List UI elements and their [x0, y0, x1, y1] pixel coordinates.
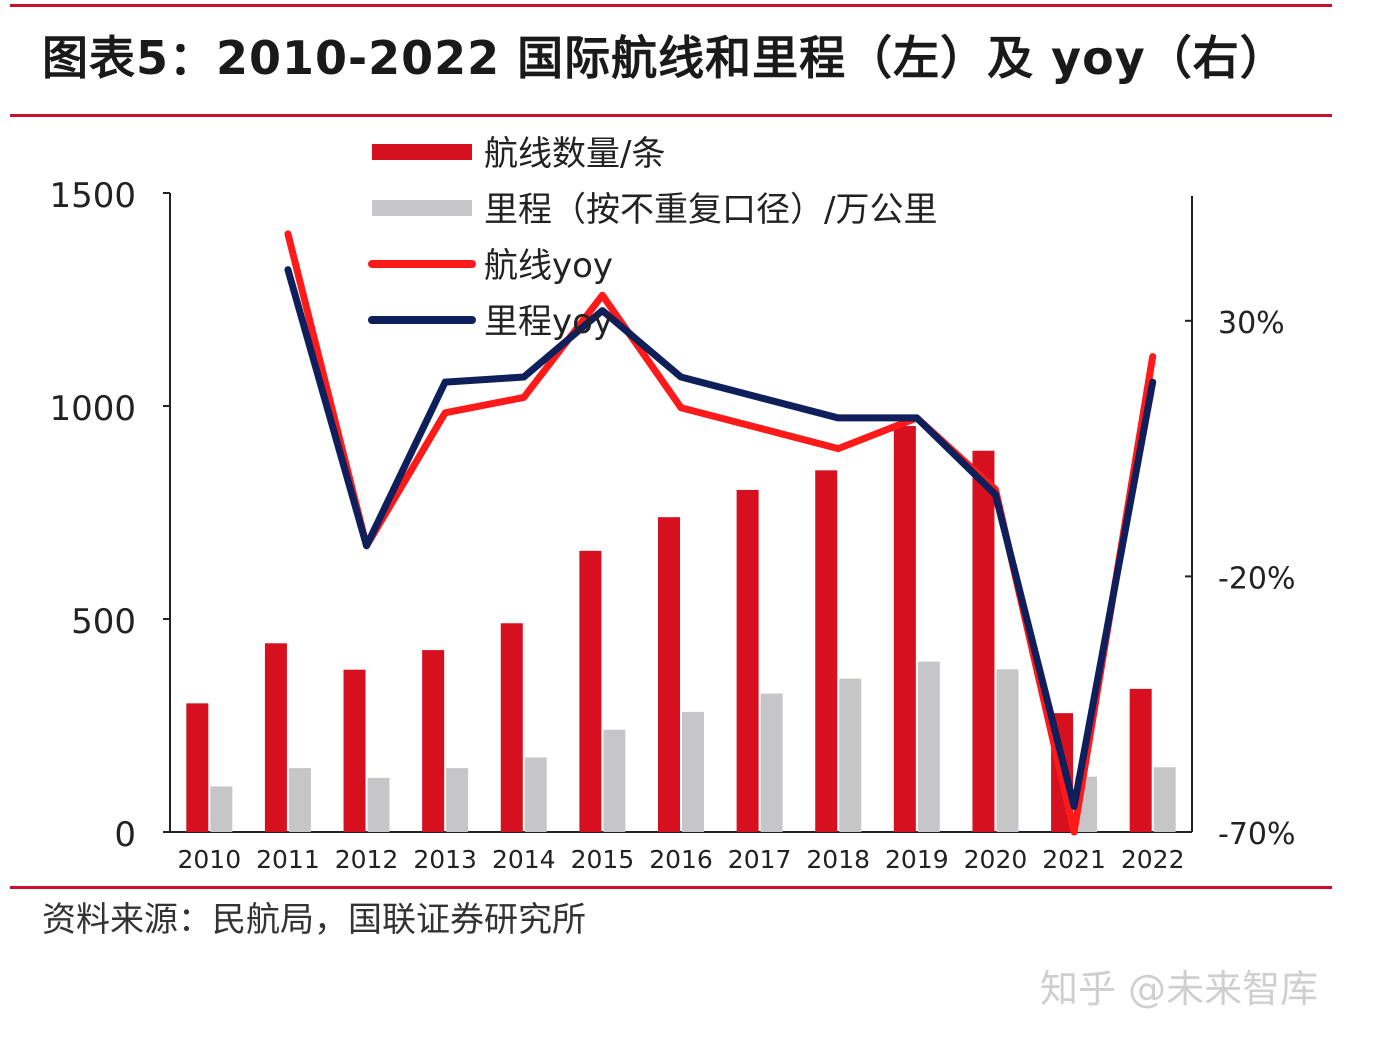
right-tick-label: -20%: [1218, 561, 1296, 596]
routes-bar: [815, 470, 838, 832]
x-tick-label: 2013: [413, 845, 477, 874]
right-tick-label: 30%: [1218, 306, 1285, 341]
legend-label: 里程（按不重复口径）/万公里: [484, 190, 937, 230]
source-note: 资料来源：民航局，国联证券研究所: [42, 900, 586, 940]
x-tick-label: 2015: [571, 845, 635, 874]
mileage-bar: [1153, 767, 1176, 832]
mileage-yoy-line: [284, 266, 1157, 810]
routes-bar: [736, 489, 759, 832]
mileage-bar: [524, 757, 547, 832]
watermark: 知乎 @未来智库: [1040, 967, 1319, 1011]
routes-bar: [1129, 688, 1152, 832]
mileage-bar: [446, 768, 469, 832]
mileage-bar: [839, 678, 862, 832]
mileage-bar: [760, 693, 783, 832]
x-tick-label: 2011: [256, 845, 320, 874]
title-top-rule: [10, 4, 1332, 7]
legend-swatch: [372, 144, 472, 160]
routes-bar: [658, 517, 680, 832]
lines: [284, 230, 1157, 836]
x-tick-label: 2021: [1042, 845, 1106, 874]
x-tick-label: 2017: [728, 845, 792, 874]
x-tick-label: 2016: [649, 845, 713, 874]
legend-swatch: [372, 200, 472, 216]
routes-bar: [579, 550, 602, 832]
mileage-bar: [603, 729, 626, 832]
source-top-rule: [10, 886, 1332, 889]
mileage-bar: [210, 786, 233, 832]
x-tick-label: 2014: [492, 845, 556, 874]
legend-label: 航线yoy: [484, 246, 613, 286]
x-tick-label: 2018: [806, 845, 870, 874]
axes: 0 500 1000 1500 30% -20% -70% 2010 2011 2012 2013 2…: [49, 176, 1295, 874]
routes-bar: [972, 450, 995, 832]
routes-bar: [500, 623, 523, 832]
mileage-bar: [996, 669, 1019, 832]
mileage-bar: [917, 661, 940, 832]
legend-label: 航线数量/条: [484, 134, 665, 174]
right-tick-label: -70%: [1218, 817, 1296, 852]
bars: [186, 426, 1176, 832]
legend-label: 里程yoy: [484, 302, 613, 342]
mileage-bar: [682, 711, 704, 832]
x-tick-label: 2020: [964, 845, 1028, 874]
left-tick-label: 1500: [49, 176, 136, 216]
routes-bar: [422, 650, 445, 832]
x-tick-label: 2010: [177, 845, 241, 874]
routes-bar: [343, 669, 366, 832]
x-tick-label: 2012: [335, 845, 399, 874]
routes-bar: [186, 703, 209, 832]
title-bottom-rule: [10, 114, 1332, 117]
x-tick-label: 2022: [1121, 845, 1185, 874]
left-tick-label: 500: [71, 602, 136, 642]
left-tick-label: 0: [114, 815, 136, 855]
mileage-bar: [367, 777, 390, 832]
mileage-bar: [288, 768, 311, 832]
chart-title: 图表5：2010-2022 国际航线和里程（左）及 yoy（右）: [42, 31, 1287, 85]
left-tick-label: 1000: [49, 389, 136, 429]
routes-bar: [893, 426, 916, 832]
routes-bar: [264, 643, 287, 832]
x-tick-label: 2019: [885, 845, 949, 874]
